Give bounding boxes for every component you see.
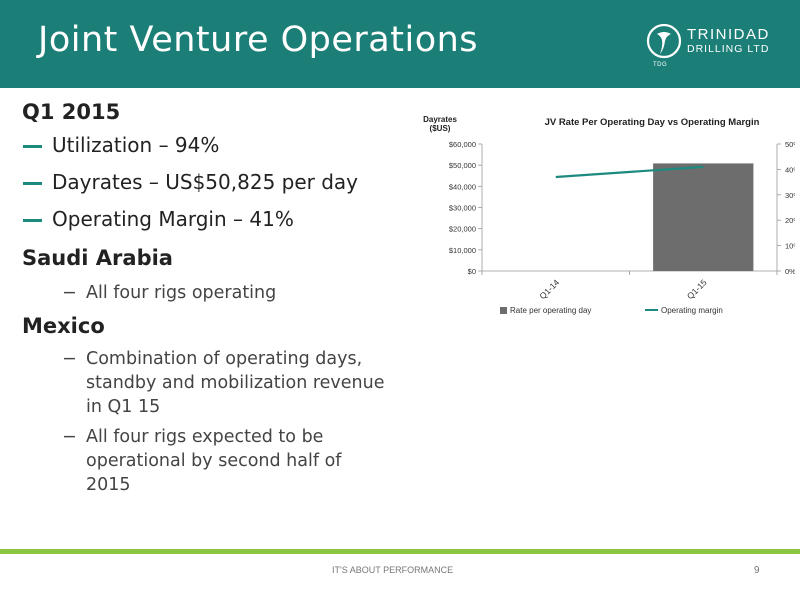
y2-tick-label: 0% [785, 267, 795, 276]
q1-heading: Q1 2015 [22, 100, 121, 124]
saudi-heading: Saudi Arabia [22, 246, 173, 270]
y-tick-label: $50,000 [449, 161, 476, 170]
saudi-bullet-text: All four rigs operating [86, 283, 277, 303]
mexico-heading: Mexico [22, 314, 105, 338]
drill-logo-icon [646, 23, 682, 59]
chart-title: JV Rate Per Operating Day vs Operating M… [545, 117, 760, 128]
title-bar: Joint Venture Operations TRINIDAD DRILLI… [0, 0, 800, 88]
company-logo: TRINIDAD DRILLING LTD TDG [644, 22, 794, 72]
y2-tick-label: 20% [785, 216, 795, 225]
x-tick-label: Q1-15 [685, 277, 709, 301]
q1-bullet: Dayrates – US$50,825 per day [22, 169, 412, 196]
logo-abbreviation: TDG [653, 62, 668, 68]
bar-rate-per-operating-day [653, 163, 754, 271]
y2-tick-label: 40% [785, 165, 795, 174]
dash-marker: − [62, 283, 77, 303]
legend-line-label: Operating margin [661, 306, 723, 315]
dash-marker: − [62, 349, 77, 369]
x-tick-label: Q1-14 [537, 277, 561, 301]
q1-bullet: Operating Margin – 41% [22, 206, 412, 233]
jv-rate-margin-chart: JV Rate Per Operating Day vs Operating M… [423, 115, 795, 315]
slide-body: Q1 2015 Utilization – 94% Dayrates – US$… [22, 100, 412, 497]
mexico-bullet: − All four rigs expected to be operation… [22, 425, 386, 497]
mexico-bullet-text: Combination of operating days, standby a… [86, 349, 385, 417]
slide-title: Joint Venture Operations [38, 20, 479, 60]
y-tick-label: $40,000 [449, 182, 476, 191]
legend-bar-label: Rate per operating day [510, 306, 591, 315]
q1-bullet: Utilization – 94% [22, 132, 412, 159]
y-tick-label: $20,000 [449, 225, 476, 234]
footer-divider [0, 549, 800, 554]
page-number: 9 [754, 565, 760, 576]
y-axis-label-unit: ($US) [430, 124, 451, 133]
logo-subtitle: DRILLING LTD [687, 43, 770, 55]
mexico-bullet-text: All four rigs expected to be operational… [86, 427, 342, 495]
y2-tick-label: 10% [785, 242, 795, 251]
y2-tick-label: 50% [785, 140, 795, 149]
y-axis-label: Dayrates [423, 115, 457, 124]
footer-tagline: IT'S ABOUT PERFORMANCE [332, 565, 454, 575]
logo-name: TRINIDAD [687, 26, 770, 43]
line-operating-margin [555, 165, 704, 179]
dash-marker: − [62, 427, 77, 447]
y2-tick-label: 30% [785, 191, 795, 200]
y-tick-label: $0 [468, 267, 476, 276]
y-tick-label: $10,000 [449, 246, 476, 255]
y-tick-label: $60,000 [449, 140, 476, 149]
saudi-bullet: − All four rigs operating [22, 281, 412, 305]
y-tick-label: $30,000 [449, 204, 476, 213]
legend-bar-swatch [500, 307, 507, 314]
mexico-bullet: − Combination of operating days, standby… [22, 347, 386, 419]
